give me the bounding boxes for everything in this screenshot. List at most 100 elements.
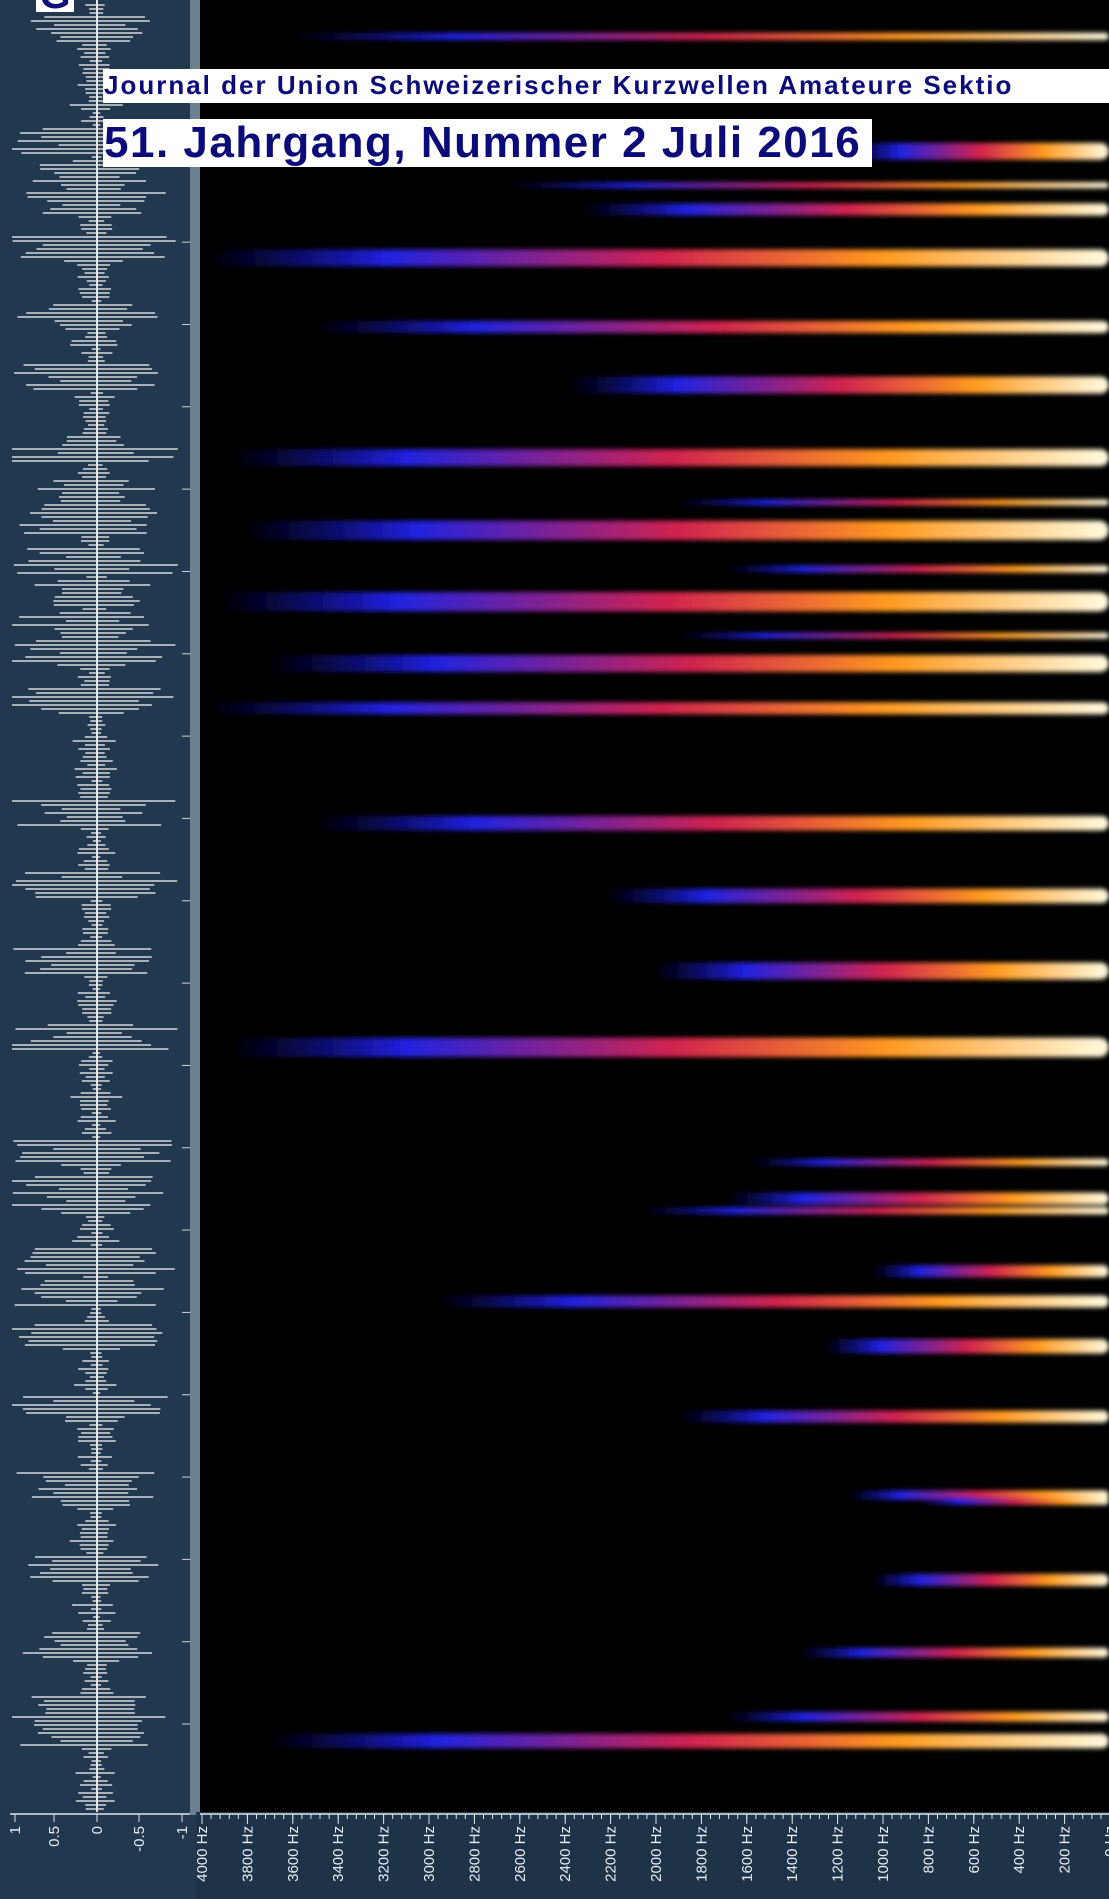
waveform-bar: [12, 884, 154, 886]
waveform-bar: [39, 1488, 137, 1490]
waveform-bar: [78, 676, 111, 678]
waveform-bar: [32, 1252, 155, 1254]
waveform-bar: [53, 304, 132, 306]
waveform-bar: [30, 512, 157, 514]
spectral-streak: [581, 203, 1109, 215]
waveform-bar: [60, 820, 125, 822]
spectral-streak: [751, 1159, 1109, 1166]
frequency-tick-label: 3600 Hz: [285, 1826, 302, 1882]
waveform-bar: [66, 556, 121, 558]
waveform-bar: [78, 1508, 114, 1510]
waveform-bar: [41, 708, 139, 710]
waveform-bar: [12, 448, 178, 450]
waveform-bar: [26, 252, 154, 254]
waveform-bar: [12, 1044, 151, 1046]
waveform-bar: [61, 184, 125, 186]
waveform-bar: [26, 1412, 160, 1414]
waveform-bar: [75, 768, 117, 770]
waveform-bar: [59, 496, 125, 498]
waveform-bar: [83, 932, 108, 934]
waveform-bar: [59, 1188, 128, 1190]
waveform-bar: [83, 756, 107, 758]
waveform-bar: [58, 580, 130, 582]
waveform-bar: [62, 444, 124, 446]
waveform-bar: [82, 432, 106, 434]
waveform-bar: [25, 972, 147, 974]
waveform-bar: [12, 1204, 150, 1206]
waveform-bar: [31, 1256, 140, 1258]
waveform-bar: [89, 356, 104, 358]
spectral-streak: [508, 182, 1109, 188]
waveform-bar: [76, 776, 110, 778]
waveform-bar: [21, 1288, 163, 1290]
waveform-bar: [28, 196, 147, 198]
spectral-streak: [291, 33, 1109, 40]
waveform-bar: [81, 828, 109, 830]
waveform-bar: [36, 692, 153, 694]
frequency-tick-label: 2600 Hz: [512, 1826, 529, 1882]
waveform-bar: [35, 1292, 142, 1294]
waveform-bar: [81, 1536, 108, 1538]
waveform-bar: [88, 1624, 102, 1626]
waveform-bar: [90, 1444, 102, 1446]
waveform-bar: [82, 1528, 109, 1530]
spectral-streak: [678, 633, 1109, 639]
waveform-bar: [54, 480, 129, 482]
waveform-bar: [65, 1420, 118, 1422]
waveform-bar: [26, 384, 154, 386]
waveform-bar: [35, 892, 155, 894]
waveform-bar: [49, 308, 127, 310]
spectral-streak: [872, 1574, 1109, 1586]
waveform-bar: [82, 928, 108, 930]
waveform-bar: [60, 652, 127, 654]
frequency-tick-label: 1200 Hz: [830, 1826, 847, 1882]
waveform-bar: [80, 1544, 109, 1546]
waveform-bar: [15, 1304, 156, 1306]
waveform-bar: [29, 700, 139, 702]
waveform-bar: [80, 292, 110, 294]
waveform-bar: [53, 1580, 139, 1582]
spectral-streak: [206, 249, 1109, 266]
waveform-bar: [78, 1004, 113, 1006]
waveform-bar: [21, 256, 165, 258]
waveform-bar: [40, 1284, 134, 1286]
waveform-bar: [40, 968, 132, 970]
waveform-bar: [43, 212, 141, 214]
frequency-tick-label: 2800 Hz: [466, 1826, 483, 1882]
waveform-bar: [20, 524, 147, 526]
waveform-bar: [67, 440, 117, 442]
waveform-bar: [61, 1164, 121, 1166]
waveform-bar: [32, 1696, 146, 1698]
frequency-tick-label: 1600 Hz: [739, 1826, 756, 1882]
waveform-bar: [28, 560, 140, 562]
waveform-bar: [80, 224, 111, 226]
spectral-streak: [569, 377, 1109, 394]
waveform-bar: [81, 108, 110, 110]
waveform-bar: [15, 1160, 170, 1162]
waveform-bar: [23, 1408, 161, 1410]
waveform-bar: [78, 1368, 108, 1370]
waveform-bar: [13, 240, 176, 242]
waveform-bar: [72, 1240, 119, 1242]
waveform-bar: [86, 1076, 105, 1078]
waveform-bar: [67, 1032, 122, 1034]
waveform-bar: [23, 1652, 152, 1654]
waveform-bar: [50, 208, 136, 210]
waveform-bar: [61, 500, 120, 502]
waveform-bar: [85, 752, 104, 754]
waveform-bar: [31, 1040, 142, 1042]
waveform-bar: [83, 468, 107, 470]
waveform-bar: [86, 92, 105, 94]
waveform-bar: [62, 588, 123, 590]
waveform-bar: [77, 48, 110, 50]
frequency-tick-label: 0 Hz: [1102, 1826, 1109, 1857]
panel-divider: [190, 0, 200, 1815]
waveform-bar: [42, 508, 150, 510]
waveform-bar: [85, 912, 106, 914]
waveform-bar: [77, 264, 110, 266]
waveform-bar: [17, 572, 172, 574]
waveform-bar: [81, 540, 109, 542]
spectral-streak: [605, 889, 1109, 904]
waveform-bar: [12, 660, 156, 662]
waveform-bar: [79, 400, 108, 402]
